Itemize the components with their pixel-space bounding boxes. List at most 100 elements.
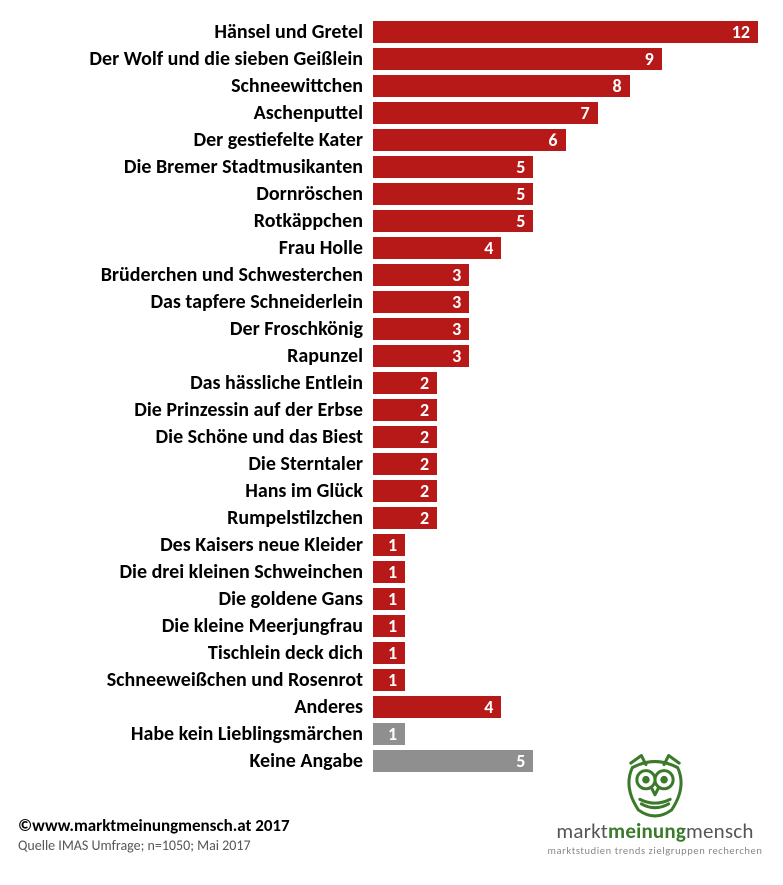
bar-area: 7: [373, 102, 765, 124]
bar-value: 1: [388, 561, 397, 583]
bar-value: 5: [516, 183, 525, 205]
bar-area: 3: [373, 291, 765, 313]
bar: 9: [373, 48, 662, 70]
bar-label: Hänsel und Gretel: [18, 20, 373, 44]
bar-label: Anderes: [18, 695, 373, 719]
brand-logo: marktmeinungmensch marktstudien trends z…: [545, 751, 765, 857]
bar-label: Tischlein deck dich: [18, 641, 373, 665]
bar-value: 2: [420, 453, 429, 475]
bar-label: Die drei kleinen Schweinchen: [18, 560, 373, 584]
bar-label: Die goldene Gans: [18, 587, 373, 611]
bar: 8: [373, 75, 630, 97]
bar-area: 6: [373, 129, 765, 151]
chart-row: Die drei kleinen Schweinchen 1: [18, 558, 765, 585]
bar-label: Die Bremer Stadtmusikanten: [18, 155, 373, 179]
chart-row: Rapunzel3: [18, 342, 765, 369]
bar-area: 5: [373, 183, 765, 205]
bar-label: Keine Angabe: [18, 749, 373, 773]
bar-value: 8: [613, 75, 622, 97]
bar-value: 3: [452, 291, 461, 313]
chart-row: Des Kaisers neue Kleider1: [18, 531, 765, 558]
bar-label: Das hässliche Entlein: [18, 371, 373, 395]
chart-row: Die Sterntaler 2: [18, 450, 765, 477]
chart-row: Das hässliche Entlein 2: [18, 369, 765, 396]
logo-subtitle: marktstudien trends zielgruppen recherch…: [545, 844, 765, 857]
bar: 4: [373, 696, 501, 718]
chart-row: Frau Holle4: [18, 234, 765, 261]
chart-row: Tischlein deck dich 1: [18, 639, 765, 666]
source-text: Quelle IMAS Umfrage; n=1050; Mai 2017: [18, 837, 290, 855]
bar-label: Der gestiefelte Kater: [18, 128, 373, 152]
bar-label: Schneewittchen: [18, 74, 373, 98]
bar: 3: [373, 291, 469, 313]
page: Hänsel und Gretel12Der Wolf und die sieb…: [0, 0, 783, 885]
bar-value: 5: [516, 210, 525, 232]
bar-area: 4: [373, 696, 765, 718]
bar-area: 1: [373, 642, 765, 664]
bar: 5: [373, 210, 533, 232]
chart-row: Der Wolf und die sieben Geißlein9: [18, 45, 765, 72]
bar-area: 2: [373, 480, 765, 502]
bar: 5: [373, 183, 533, 205]
chart-row: Die goldene Gans 1: [18, 585, 765, 612]
bar-area: 2: [373, 399, 765, 421]
bar-label: Habe kein Lieblingsmärchen: [18, 722, 373, 746]
bar-area: 1: [373, 669, 765, 691]
bar-area: 1: [373, 723, 765, 745]
bar-area: 3: [373, 264, 765, 286]
bar: 2: [373, 480, 437, 502]
bar: 2: [373, 426, 437, 448]
bar-label: Die Schöne und das Biest: [18, 425, 373, 449]
bar-value: 6: [548, 129, 557, 151]
bar-area: 12: [373, 21, 765, 43]
bar-value: 12: [732, 21, 750, 43]
chart-row: Die Schöne und das Biest 2: [18, 423, 765, 450]
bar-area: 1: [373, 615, 765, 637]
chart-row: Aschenputtel 7: [18, 99, 765, 126]
bar-label: Schneeweißchen und Rosenrot: [18, 668, 373, 692]
logo-word-2: meinung: [608, 818, 686, 844]
bar-value: 7: [580, 102, 589, 124]
bar-value: 3: [452, 345, 461, 367]
chart-row: Hänsel und Gretel 12: [18, 18, 765, 45]
bar-label: Aschenputtel: [18, 101, 373, 125]
chart-row: Anderes4: [18, 693, 765, 720]
bar-label: Die Prinzessin auf der Erbse: [18, 398, 373, 422]
chart-row: Schneeweißchen und Rosenrot 1: [18, 666, 765, 693]
bar-label: Der Froschkönig: [18, 317, 373, 341]
bar-label: Der Wolf und die sieben Geißlein: [18, 47, 373, 71]
bar: 12: [373, 21, 758, 43]
chart-row: Die Prinzessin auf der Erbse 2: [18, 396, 765, 423]
bar: 1: [373, 588, 405, 610]
bar: 1: [373, 561, 405, 583]
bar-value: 1: [388, 723, 397, 745]
bar-value: 5: [516, 750, 525, 772]
bar-label: Das tapfere Schneiderlein: [18, 290, 373, 314]
bar-area: 1: [373, 534, 765, 556]
bar-label: Die Sterntaler: [18, 452, 373, 476]
bar: 1: [373, 669, 405, 691]
bar-area: 2: [373, 372, 765, 394]
bar-value: 1: [388, 588, 397, 610]
chart-row: Brüderchen und Schwesterchen3: [18, 261, 765, 288]
bar: 2: [373, 453, 437, 475]
bar-value: 2: [420, 426, 429, 448]
bar: 6: [373, 129, 566, 151]
bar-value: 1: [388, 642, 397, 664]
bar: 1: [373, 615, 405, 637]
bar: 2: [373, 372, 437, 394]
bar: 3: [373, 318, 469, 340]
bar: 2: [373, 399, 437, 421]
bar-chart: Hänsel und Gretel12Der Wolf und die sieb…: [18, 18, 765, 774]
bar-area: 2: [373, 453, 765, 475]
bar-area: 4: [373, 237, 765, 259]
bar-value: 1: [388, 669, 397, 691]
bar-value: 2: [420, 399, 429, 421]
bar-label: Die kleine Meerjungfrau: [18, 614, 373, 638]
bar-area: 3: [373, 345, 765, 367]
bar: 1: [373, 642, 405, 664]
bar-value: 2: [420, 507, 429, 529]
bar-area: 5: [373, 156, 765, 178]
copyright-text: ©www.marktmeinungmensch.at 2017: [18, 815, 290, 837]
bar-value: 2: [420, 372, 429, 394]
